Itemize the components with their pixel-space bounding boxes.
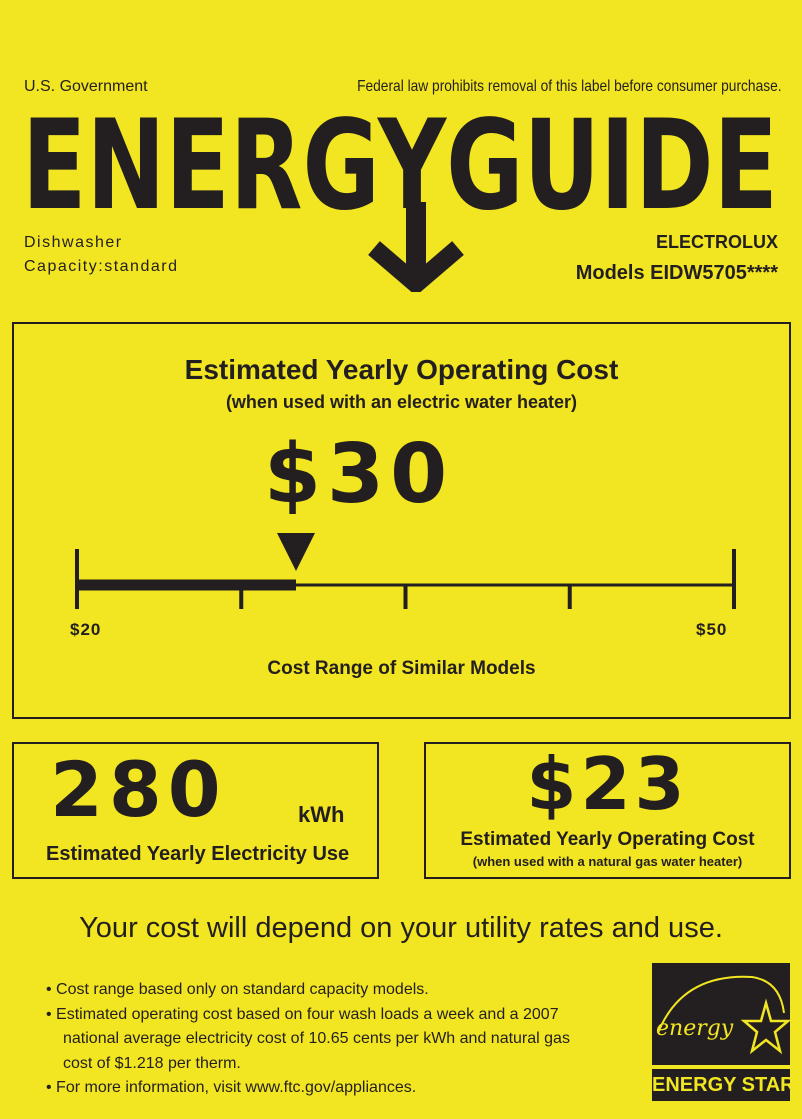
electricity-value: 280 xyxy=(50,745,227,834)
gas-box: $23 Estimated Yearly Operating Cost (whe… xyxy=(424,742,791,879)
cost-title: Estimated Yearly Operating Cost xyxy=(184,354,619,385)
electricity-label: Estimated Yearly Electricity Use xyxy=(46,843,350,865)
cost-value: $30 xyxy=(264,427,454,522)
energy-star-label: ENERGY STAR xyxy=(652,1069,795,1101)
scale-max-label: $50 xyxy=(696,620,728,639)
models: Models EIDW5705**** xyxy=(575,262,778,284)
gov-label: U.S. Government xyxy=(24,78,148,95)
electricity-box: 280 kWh Estimated Yearly Electricity Use xyxy=(12,742,379,879)
arrow-down-icon xyxy=(368,202,464,292)
note-item: cost of $1.218 per therm. xyxy=(63,1054,241,1072)
footer-headline: Your cost will depend on your utility ra… xyxy=(79,912,723,944)
note-item: national average electricity cost of 10.… xyxy=(63,1030,570,1047)
svg-text:ENERGYGUIDE: ENERGYGUIDE xyxy=(22,112,778,238)
cost-scale xyxy=(75,533,736,609)
note-item: • Estimated operating cost based on four… xyxy=(46,1005,559,1023)
federal-notice: Federal law prohibits removal of this la… xyxy=(357,78,782,95)
brand: ELECTROLUX xyxy=(655,232,778,252)
energy-star-logo: energy ENERGY STAR xyxy=(652,963,795,1101)
energy-star-icon: energy xyxy=(652,963,790,1065)
energyguide-wordmark: ENERGYGUIDE xyxy=(22,112,778,292)
gas-sublabel: (when used with a natural gas water heat… xyxy=(472,854,743,869)
footer-notes: • Cost range based only on standard capa… xyxy=(46,978,570,1101)
cost-subtitle: (when used with an electric water heater… xyxy=(225,392,578,412)
cost-box: Estimated Yearly Operating Cost (when us… xyxy=(12,322,791,719)
gas-label: Estimated Yearly Operating Cost xyxy=(460,829,755,850)
appliance-type: Dishwasher xyxy=(24,234,123,251)
svg-text:energy: energy xyxy=(656,1016,734,1041)
note-item: • Cost range based only on standard capa… xyxy=(46,981,429,998)
electricity-unit: kWh xyxy=(298,802,345,827)
note-item: • For more information, visit www.ftc.go… xyxy=(46,1079,417,1096)
scale-min-label: $20 xyxy=(70,620,102,639)
value-marker-triangle xyxy=(277,533,315,571)
range-caption: Cost Range of Similar Models xyxy=(267,658,536,679)
capacity: Capacity:standard xyxy=(24,258,179,275)
gas-value: $23 xyxy=(526,742,689,826)
